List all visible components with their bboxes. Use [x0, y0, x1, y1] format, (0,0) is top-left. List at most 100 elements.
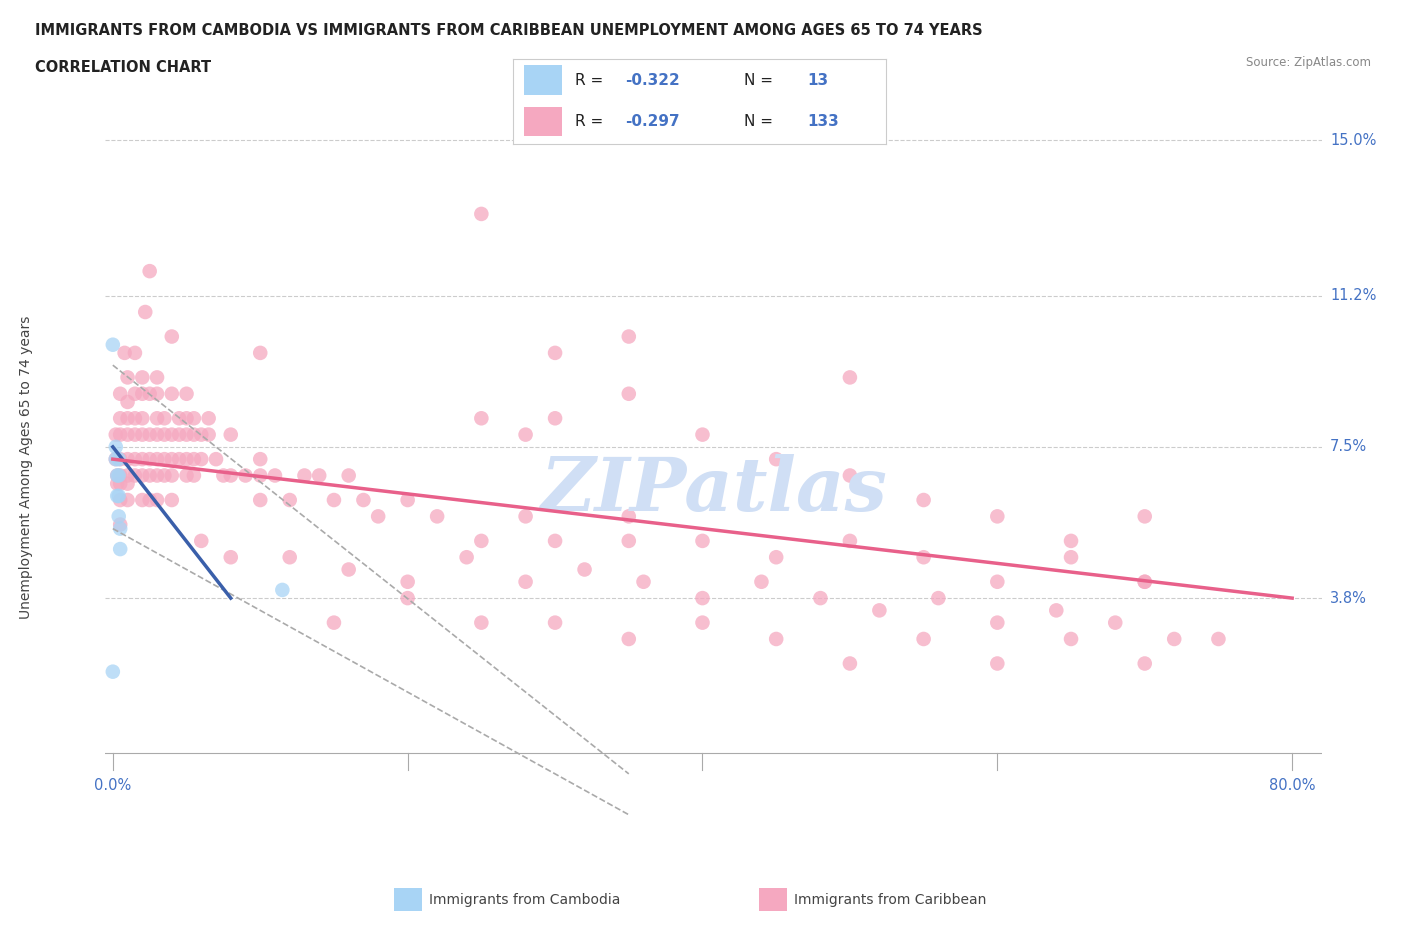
- Point: [124, 427, 146, 442]
- Point: [183, 411, 205, 426]
- Text: 3.8%: 3.8%: [1330, 591, 1367, 605]
- Point: [108, 452, 131, 467]
- Point: [367, 509, 389, 524]
- Point: [249, 345, 271, 360]
- Point: [617, 329, 640, 344]
- Point: [249, 468, 271, 483]
- Text: N =: N =: [744, 113, 778, 128]
- Point: [146, 411, 169, 426]
- Point: [544, 345, 567, 360]
- Point: [105, 476, 128, 491]
- Point: [117, 427, 139, 442]
- Point: [105, 468, 128, 483]
- Point: [101, 338, 124, 352]
- Point: [765, 631, 787, 646]
- Point: [271, 582, 294, 597]
- Point: [146, 427, 169, 442]
- Point: [108, 427, 131, 442]
- Point: [1133, 575, 1156, 590]
- Point: [751, 575, 773, 590]
- Point: [838, 370, 860, 385]
- Point: [249, 452, 271, 467]
- Point: [337, 562, 360, 577]
- Point: [219, 468, 242, 483]
- Point: [264, 468, 287, 483]
- Point: [167, 452, 190, 467]
- Point: [131, 411, 153, 426]
- Point: [104, 440, 127, 455]
- Text: IMMIGRANTS FROM CAMBODIA VS IMMIGRANTS FROM CARIBBEAN UNEMPLOYMENT AMONG AGES 65: IMMIGRANTS FROM CAMBODIA VS IMMIGRANTS F…: [35, 23, 983, 38]
- Point: [138, 452, 160, 467]
- Point: [1133, 575, 1156, 590]
- Point: [146, 468, 169, 483]
- Point: [138, 386, 160, 401]
- Point: [117, 411, 139, 426]
- Point: [167, 427, 190, 442]
- Point: [107, 452, 129, 467]
- Point: [544, 411, 567, 426]
- Point: [617, 631, 640, 646]
- Point: [176, 468, 198, 483]
- Point: [131, 452, 153, 467]
- Point: [323, 616, 346, 631]
- Point: [108, 541, 131, 556]
- Point: [692, 534, 714, 549]
- Point: [692, 616, 714, 631]
- Point: [134, 305, 156, 320]
- Point: [101, 664, 124, 679]
- Point: [146, 386, 169, 401]
- Point: [160, 468, 183, 483]
- Point: [633, 575, 655, 590]
- Point: [235, 468, 257, 483]
- Point: [190, 534, 212, 549]
- Point: [105, 468, 128, 483]
- Point: [986, 656, 1008, 671]
- Point: [765, 550, 787, 565]
- Point: [692, 591, 714, 605]
- Text: Immigrants from Caribbean: Immigrants from Caribbean: [794, 893, 987, 907]
- Point: [190, 452, 212, 467]
- Point: [212, 468, 235, 483]
- Point: [138, 427, 160, 442]
- Point: [308, 468, 330, 483]
- Point: [692, 427, 714, 442]
- Point: [396, 591, 419, 605]
- Point: [183, 468, 205, 483]
- Point: [352, 493, 374, 508]
- Point: [153, 468, 176, 483]
- Text: Source: ZipAtlas.com: Source: ZipAtlas.com: [1246, 56, 1371, 69]
- Point: [278, 550, 301, 565]
- Point: [104, 452, 127, 467]
- Point: [912, 631, 935, 646]
- Point: [146, 452, 169, 467]
- Text: 13: 13: [807, 73, 828, 88]
- Point: [108, 386, 131, 401]
- Point: [117, 370, 139, 385]
- Text: ZIPatlas: ZIPatlas: [540, 455, 887, 527]
- Point: [810, 591, 832, 605]
- Point: [176, 427, 198, 442]
- Point: [1060, 550, 1083, 565]
- Point: [838, 656, 860, 671]
- Point: [197, 427, 219, 442]
- Text: -0.322: -0.322: [624, 73, 679, 88]
- Text: 15.0%: 15.0%: [1330, 133, 1376, 148]
- Text: 133: 133: [807, 113, 839, 128]
- Text: R =: R =: [575, 113, 607, 128]
- Point: [176, 386, 198, 401]
- Point: [278, 493, 301, 508]
- Point: [574, 562, 596, 577]
- Point: [617, 534, 640, 549]
- Point: [470, 616, 492, 631]
- Point: [617, 509, 640, 524]
- Point: [1163, 631, 1185, 646]
- Point: [114, 345, 136, 360]
- Text: 80.0%: 80.0%: [1268, 778, 1316, 793]
- Point: [544, 616, 567, 631]
- Point: [108, 521, 131, 536]
- Point: [912, 550, 935, 565]
- Point: [138, 264, 160, 279]
- Point: [104, 452, 127, 467]
- Point: [108, 517, 131, 532]
- Point: [396, 493, 419, 508]
